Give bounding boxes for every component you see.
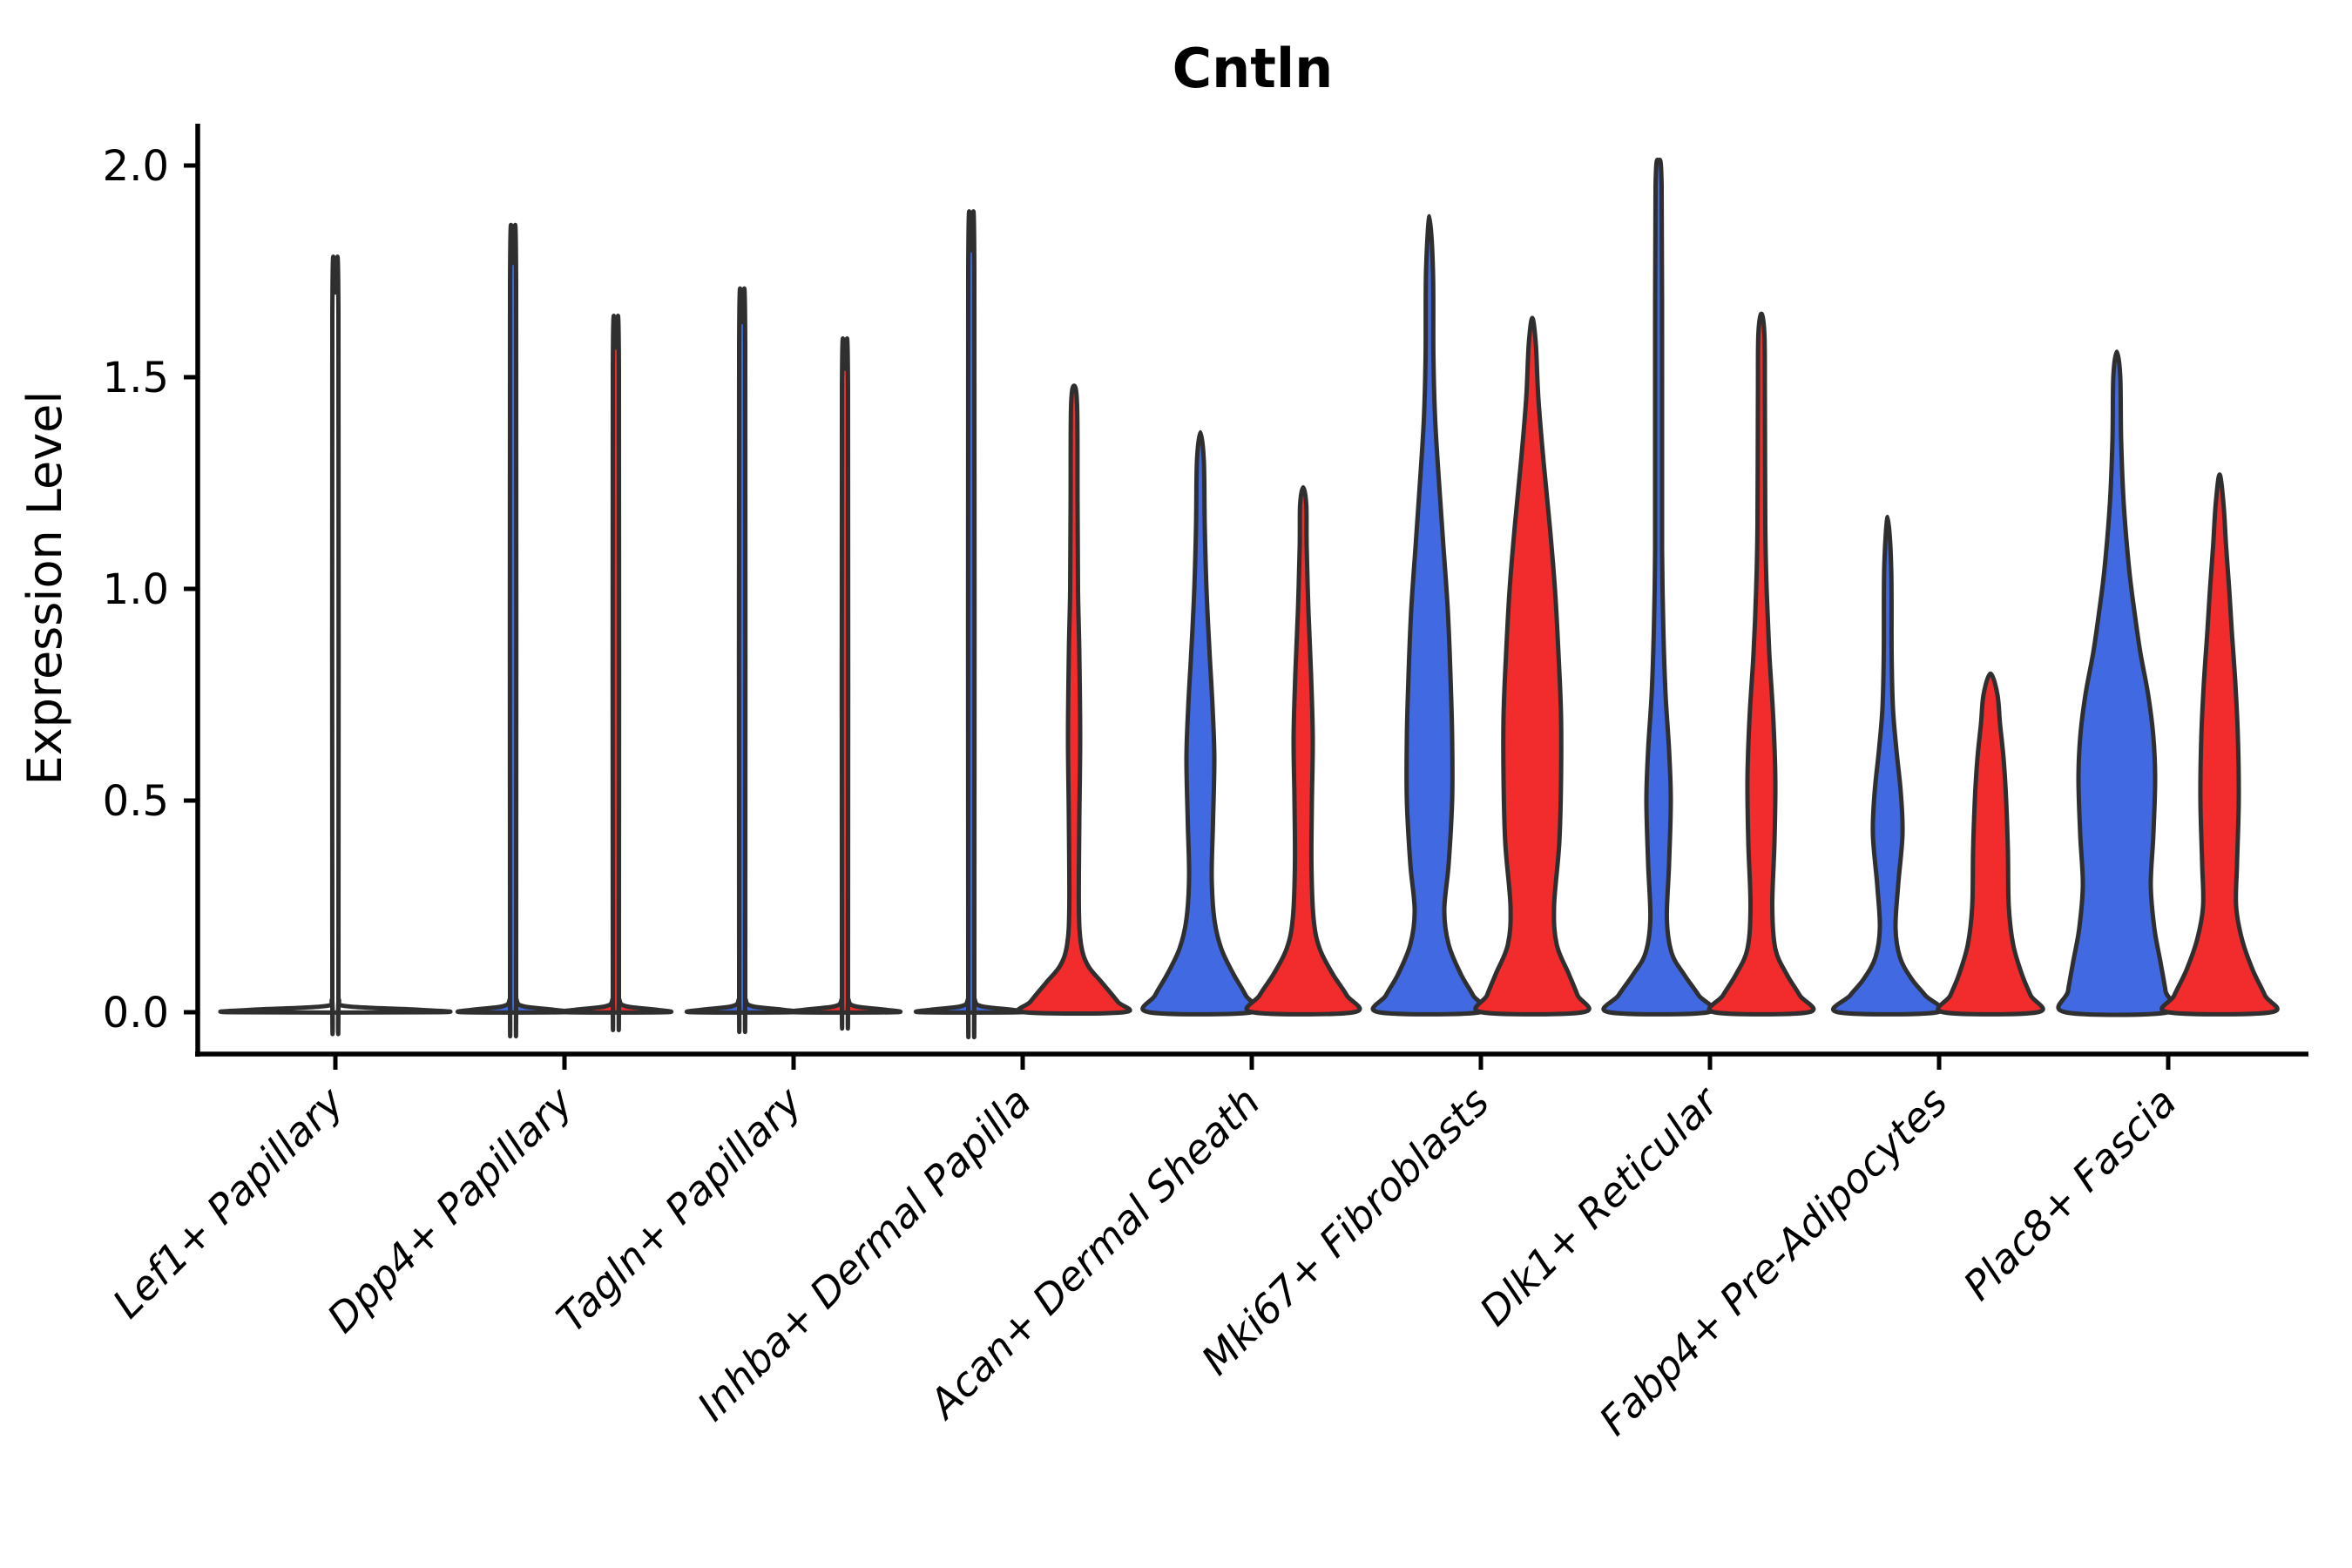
violin-red (1473, 315, 1592, 1017)
chart-title: Cntln (1173, 37, 1334, 100)
violins-layer (218, 157, 2280, 1040)
violin-red (558, 314, 674, 1032)
violin-blue (913, 209, 1030, 1040)
y-tick-label: 0.0 (103, 989, 169, 1037)
y-tick-label: 1.0 (103, 565, 169, 614)
y-tick-label: 1.5 (103, 354, 169, 402)
violin-red (787, 336, 903, 1031)
violin-red (1016, 383, 1132, 1016)
violin-red (2159, 472, 2280, 1017)
violin-blue (1601, 157, 1716, 1017)
y-tick-label: 2.0 (103, 142, 169, 191)
violin-blue (1140, 429, 1260, 1017)
violin-blue (455, 222, 571, 1038)
violin-red (1936, 671, 2045, 1017)
violin-blue (684, 286, 801, 1035)
y-tick-label: 0.5 (103, 777, 169, 826)
violin-blue (2056, 349, 2178, 1017)
violin-red (1707, 311, 1816, 1017)
y-axis-label: Expression Level (17, 391, 72, 786)
y-axis: 0.0 0.5 1.0 1.5 2.0 (103, 124, 200, 1057)
violin-single (218, 254, 453, 1037)
violin-blue (1370, 213, 1489, 1017)
violin-blue (1830, 514, 1945, 1017)
violin-red (1244, 484, 1362, 1017)
